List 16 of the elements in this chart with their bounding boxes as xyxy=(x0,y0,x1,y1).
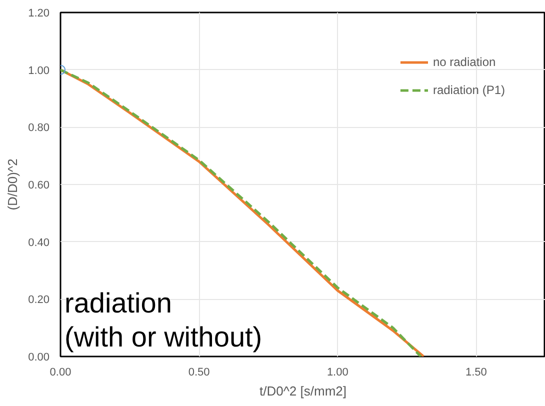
y-tick-label: 0.60 xyxy=(28,180,50,192)
x-tick-label: 1.00 xyxy=(326,366,348,378)
y-tick-label: 0.00 xyxy=(28,352,50,364)
x-tick-label: 0.50 xyxy=(188,366,210,378)
y-axis-title: (D/D0)^2 xyxy=(5,158,20,210)
annotation: radiation (with or without) xyxy=(64,287,262,352)
x-tick-label: 0.00 xyxy=(50,366,72,378)
legend-label: no radiation xyxy=(432,55,496,69)
legend-label: radiation (P1) xyxy=(432,83,505,97)
y-tick-label: 0.20 xyxy=(28,294,50,306)
x-axis-title: t/D0^2 [s/mm2] xyxy=(259,384,347,398)
y-tick-label: 1.20 xyxy=(28,8,50,20)
y-tick-label: 1.00 xyxy=(28,64,50,77)
x-tick-label: 1.50 xyxy=(466,366,487,378)
y-tick-label: 0.40 xyxy=(28,236,50,249)
y-tick-label: 0.80 xyxy=(28,122,50,134)
